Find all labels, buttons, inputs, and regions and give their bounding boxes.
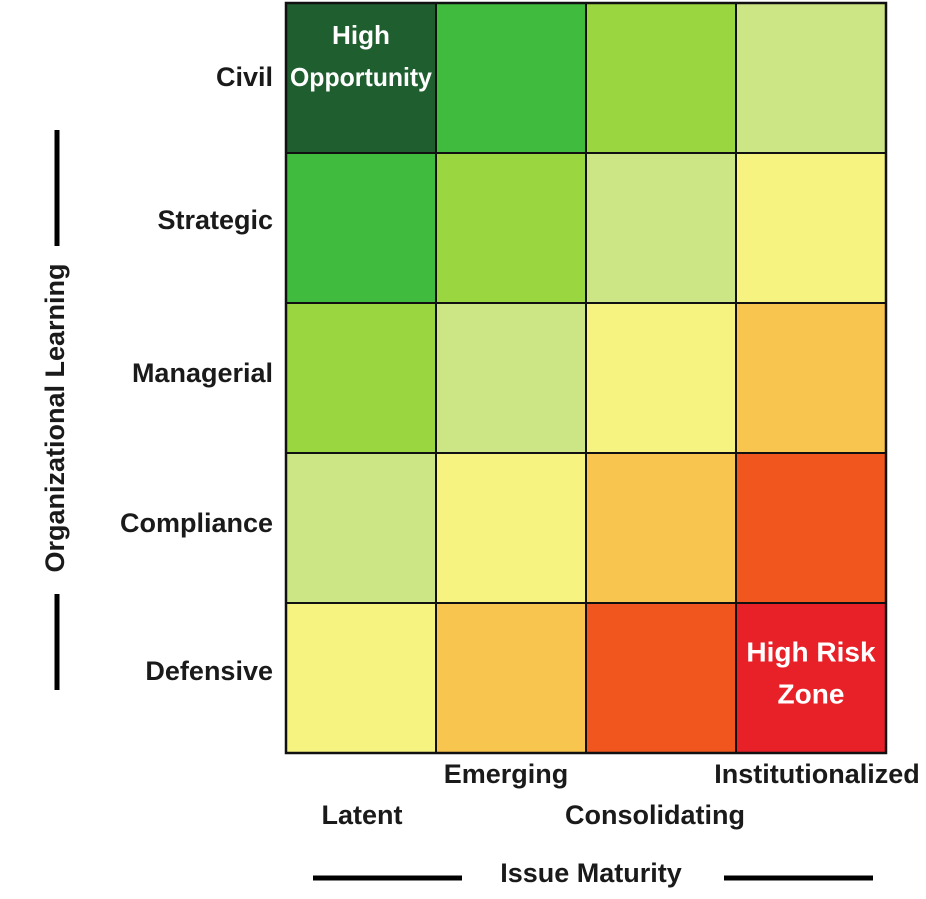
annotation-1-line-0: High Risk xyxy=(746,637,876,668)
heatmap-cell-defensive-consolidating xyxy=(585,602,737,754)
heatmap-cell-strategic-institutionalized xyxy=(735,152,887,304)
row-label-strategic: Strategic xyxy=(157,205,273,235)
annotation-0-line-0: High xyxy=(332,20,390,50)
column-labels: Latent Emerging Consolidating Institutio… xyxy=(322,759,920,830)
heatmap-cell-defensive-latent xyxy=(285,602,437,754)
heatmap-cell-managerial-latent xyxy=(285,302,437,454)
heatmap-cell-strategic-emerging xyxy=(435,152,587,304)
column-label-institutionalized: Institutionalized xyxy=(714,759,920,789)
x-axis-title-group: Issue Maturity xyxy=(313,858,873,888)
column-label-consolidating: Consolidating xyxy=(565,800,745,830)
column-label-emerging: Emerging xyxy=(444,759,569,789)
row-label-civil: Civil xyxy=(216,62,273,92)
annotation-0-line-1: Opportunity xyxy=(290,62,433,92)
heatmap-border xyxy=(284,1,888,755)
heatmap-annotations: High Opportunity High Risk Zone xyxy=(290,20,876,710)
heatmap-cell-compliance-institutionalized xyxy=(735,452,887,604)
column-label-latent: Latent xyxy=(322,800,403,830)
heatmap-cell-compliance-emerging xyxy=(435,452,587,604)
heatmap-cells xyxy=(284,1,888,755)
row-label-managerial: Managerial xyxy=(132,358,273,388)
heatmap-cell-defensive-emerging xyxy=(435,602,587,754)
heatmap-cell-civil-institutionalized xyxy=(735,2,887,154)
heatmap-cell-compliance-latent xyxy=(285,452,437,604)
heatmap-cell-managerial-consolidating xyxy=(585,302,737,454)
row-label-defensive: Defensive xyxy=(145,656,273,686)
row-labels: Civil Strategic Managerial Compliance De… xyxy=(120,62,273,686)
row-label-compliance: Compliance xyxy=(120,508,273,538)
x-axis-title: Issue Maturity xyxy=(500,858,682,888)
annotation-1-line-1: Zone xyxy=(778,679,845,710)
heatmap-cell-managerial-emerging xyxy=(435,302,587,454)
heatmap-cell-compliance-consolidating xyxy=(585,452,737,604)
heatmap-cell-strategic-consolidating xyxy=(585,152,737,304)
heatmap-cell-managerial-institutionalized xyxy=(735,302,887,454)
heatmap-cell-defensive-institutionalized xyxy=(735,602,887,754)
heatmap-cell-civil-emerging xyxy=(435,2,587,154)
y-axis-title-group: Organizational Learning xyxy=(40,130,70,690)
y-axis-title: Organizational Learning xyxy=(40,263,70,572)
heatmap-cell-civil-consolidating xyxy=(585,2,737,154)
heatmap-cell-strategic-latent xyxy=(285,152,437,304)
